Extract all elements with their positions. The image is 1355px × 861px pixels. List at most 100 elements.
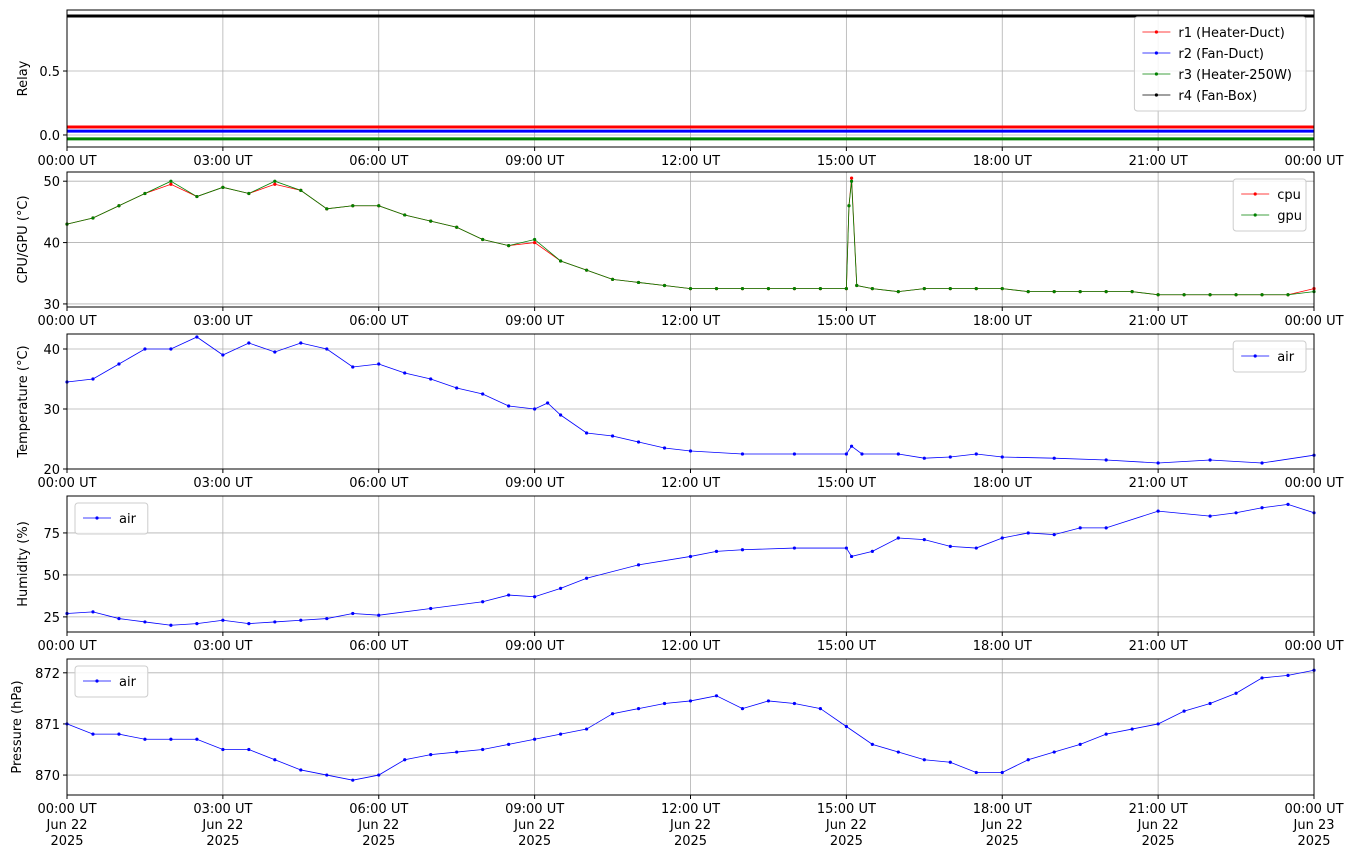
point: [455, 386, 459, 390]
point: [1078, 526, 1082, 530]
point: [169, 623, 173, 627]
legend-box: [74, 665, 149, 698]
point: [533, 237, 537, 242]
point: [740, 706, 745, 711]
point: [584, 727, 589, 731]
point: [792, 701, 797, 706]
point: [662, 446, 667, 450]
point: [533, 407, 537, 411]
legend-marker: [1154, 93, 1158, 97]
point: [195, 737, 199, 741]
point: [429, 219, 433, 223]
point: [818, 706, 822, 711]
legend-label: r1 (Heater-Duct): [1178, 26, 1284, 41]
point: [299, 618, 303, 622]
x-tick-label: 21:00 UT: [1129, 314, 1188, 329]
point: [792, 452, 797, 456]
point: [1026, 531, 1030, 535]
point: [610, 434, 615, 438]
y-tick-label: 870: [35, 769, 60, 784]
point: [247, 191, 251, 196]
legend: air: [1232, 340, 1307, 373]
point: [546, 401, 550, 405]
point: [922, 286, 926, 291]
point: [325, 616, 329, 621]
x-tick-label: 12:00 UT: [661, 154, 720, 169]
legend: air: [74, 665, 149, 698]
point: [974, 770, 978, 775]
legend: cpu gpu: [1232, 178, 1307, 232]
x-tick-label: 00:00 UT: [1284, 476, 1343, 491]
y-tick-label: 40: [43, 237, 60, 252]
point: [1286, 293, 1290, 297]
point: [169, 182, 173, 186]
point: [1052, 533, 1056, 537]
x-tick-label: 00:00 UT: [37, 476, 96, 491]
plot-frame: [66, 333, 1315, 470]
point: [610, 712, 615, 716]
y-tick-label: 871: [35, 718, 60, 733]
point: [429, 753, 433, 757]
point: [1078, 742, 1082, 746]
point: [429, 377, 433, 381]
legend-label: air: [119, 675, 137, 690]
point: [507, 244, 511, 248]
point: [870, 549, 874, 554]
point: [1286, 502, 1290, 506]
point: [169, 347, 173, 351]
point: [351, 365, 355, 369]
point: [1000, 286, 1004, 291]
legend-marker: [1253, 192, 1257, 196]
point: [507, 404, 511, 408]
x-tick-label: 21:00 UT: [1129, 476, 1188, 491]
point: [1026, 758, 1030, 762]
legend-label: r3 (Heater-250W): [1178, 68, 1292, 83]
plot-frame: [66, 9, 1315, 148]
x-tick-label: 12:00 UT: [661, 639, 720, 654]
y-tick-label: 75: [43, 527, 60, 542]
x-tick-label: 09:00 UT: [505, 639, 564, 654]
point: [1130, 727, 1134, 731]
series-line: [66, 180, 1315, 296]
point: [481, 747, 485, 752]
point: [860, 452, 864, 456]
point: [195, 335, 199, 339]
point: [636, 563, 641, 567]
point: [195, 194, 199, 199]
x-tick-label: 06:00 UT: [349, 154, 408, 169]
point: [559, 586, 563, 590]
point: [1234, 293, 1238, 297]
x-tick-label: 00:00 UT: [1284, 314, 1343, 329]
point: [740, 452, 745, 456]
point: [1078, 290, 1082, 294]
point: [1052, 750, 1056, 754]
point: [847, 204, 851, 208]
x-tick-label: 03:00 UT Jun 22 2025: [193, 802, 252, 849]
point: [351, 778, 355, 782]
y-tick-label: 30: [43, 403, 60, 418]
x-tick-label: 09:00 UT: [505, 314, 564, 329]
x-tick-label: 15:00 UT: [817, 476, 876, 491]
point: [1208, 293, 1212, 297]
point: [1234, 511, 1238, 515]
y-tick-label: 872: [35, 667, 60, 682]
point: [714, 549, 719, 554]
x-tick-label: 00:00 UT: [37, 639, 96, 654]
point: [688, 554, 693, 559]
x-tick-label: 12:00 UT: [661, 314, 720, 329]
y-tick-label: 0.5: [39, 65, 60, 80]
point: [377, 204, 381, 208]
point: [273, 179, 277, 183]
y-tick-label: 0.0: [39, 129, 60, 144]
point: [1156, 293, 1160, 297]
x-tick-label: 00:00 UT: [37, 154, 96, 169]
x-tick-label: 12:00 UT Jun 22 2025: [661, 802, 720, 849]
point: [1000, 536, 1004, 540]
x-tick-label: 18:00 UT: [973, 476, 1032, 491]
point: [1260, 676, 1264, 680]
legend-box: [74, 502, 149, 535]
point: [91, 377, 95, 381]
point: [688, 449, 693, 453]
x-tick-label: 18:00 UT: [973, 639, 1032, 654]
point: [117, 616, 121, 621]
